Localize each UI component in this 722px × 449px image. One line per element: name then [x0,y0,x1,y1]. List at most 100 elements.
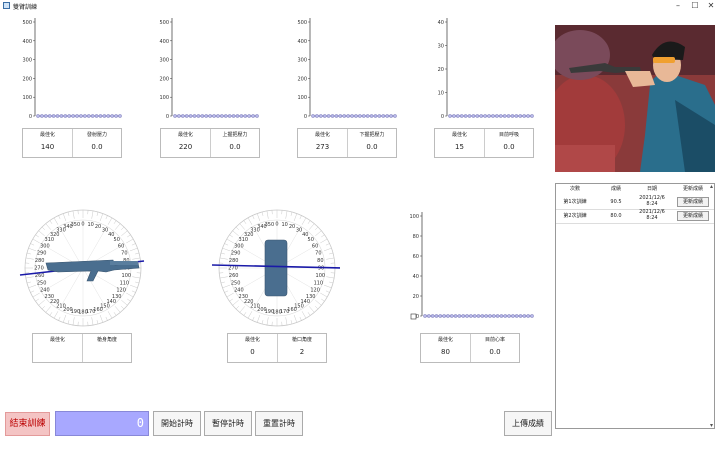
data-point [530,114,534,118]
y-tick-label: 100 [297,95,307,101]
data-point [251,114,255,118]
data-point [467,114,472,118]
dial-tick [132,276,141,279]
dial-label: 30 [102,227,108,233]
data-point [192,114,197,118]
table-scrollbar[interactable] [709,184,714,428]
close-button[interactable]: ✕ [707,1,715,10]
data-point [315,114,319,118]
data-point [330,114,335,118]
row-date: 2021/12/6 [639,195,665,201]
dial-label: 150 [100,304,110,310]
data-point [334,114,339,118]
current-label: 上握把壓力 [222,132,248,138]
dial-spoke [58,226,84,269]
y-tick-label: 100 [409,214,419,220]
dial-tick [239,306,246,313]
update-score-button[interactable]: 更新成績 [677,211,709,221]
dial-tick [129,284,138,289]
data-point [449,314,454,318]
data-point [255,114,259,118]
dial-label: 10 [87,222,93,228]
dial-tick [299,316,302,321]
dial-label: 90 [318,266,324,272]
dial-label: 250 [37,281,47,287]
upload-score-button[interactable]: 上傳成績 [504,411,552,436]
y-tick-label: 400 [22,39,32,45]
dial-label: 330 [250,227,260,233]
dial-tick [131,243,136,246]
data-point [311,114,315,118]
gun-body-angle-stats: 最佳化 槍身角度 [32,333,132,363]
dial-label: 190 [265,309,275,315]
data-point [350,114,354,118]
dial-tick [67,211,70,216]
data-point [381,114,386,118]
dial-spoke [82,267,125,293]
table-row: 第1次訓練 90.5 2021/12/6 8:24 更新成績 [556,195,714,210]
data-point [502,114,507,118]
dial-label: 200 [257,307,267,313]
y-tick-label: 0 [29,114,32,120]
dial-label: 340 [63,224,73,230]
maximize-button[interactable]: ☐ [691,1,699,10]
dial-tick [53,311,59,319]
score-table: 次數 成績 日期 更新成績 第1次訓練 90.5 2021/12/6 8:24 … [555,183,715,429]
data-point [488,314,492,318]
dial-label: 160 [287,307,297,313]
data-point [59,114,64,118]
best-value: 80 [441,348,450,356]
dial-tick [308,306,315,313]
dial-tick [308,223,315,230]
reset-timer-button[interactable]: 重置計時 [255,411,303,436]
data-point [518,114,523,118]
dial-label: 120 [116,288,126,294]
dial-label: 300 [40,244,50,250]
dial-tick [32,292,40,298]
y-tick-label: 400 [159,39,169,45]
dial-label: 290 [37,250,47,256]
data-point [484,314,488,318]
dial-tick [62,213,67,222]
minimize-button[interactable]: – [676,1,680,10]
data-point [476,314,481,318]
dial-tick [320,292,328,298]
data-point [465,314,469,318]
dial-tick [220,252,225,255]
dial-tick [58,316,61,321]
dial-tick [323,247,332,252]
scroll-down-icon[interactable] [710,424,713,427]
best-label: 最佳化 [49,337,65,343]
y-tick-label: 300 [159,58,169,64]
data-point [491,314,496,318]
dial-label: 40 [302,232,308,238]
app-icon [3,2,10,9]
muzzle-icon [264,239,288,297]
dial-tick [107,311,113,319]
current-value: 0.0 [91,143,103,151]
end-training-button[interactable]: 結束訓練 [5,412,50,436]
data-point [181,114,185,118]
start-timer-button[interactable]: 開始計時 [153,411,201,436]
data-point [184,114,189,118]
data-point [71,114,75,118]
data-point [510,114,515,118]
current-value: 0.0 [503,143,515,151]
chart-svg: 40 30 20 10 0 [438,18,534,120]
row-date: 2021/12/6 [639,209,665,215]
pause-timer-button[interactable]: 暫停計時 [204,411,252,436]
dial-label: 270 [34,266,44,272]
best-value: 140 [40,143,55,151]
data-point [173,114,177,118]
row-time: 8:24 [646,201,658,207]
dial-tick [293,314,298,323]
dial-tick [220,281,225,284]
dial-label: 350 [265,222,275,228]
y-tick-label: 30 [438,44,444,50]
scroll-up-icon[interactable] [710,185,713,188]
row-time: 8:24 [646,215,658,221]
dial-label: 160 [93,307,103,313]
lower-grip-stats: 最佳化 273 下握把壓力 0.0 [297,128,397,158]
data-point [377,114,382,118]
update-score-button[interactable]: 更新成績 [677,197,709,207]
